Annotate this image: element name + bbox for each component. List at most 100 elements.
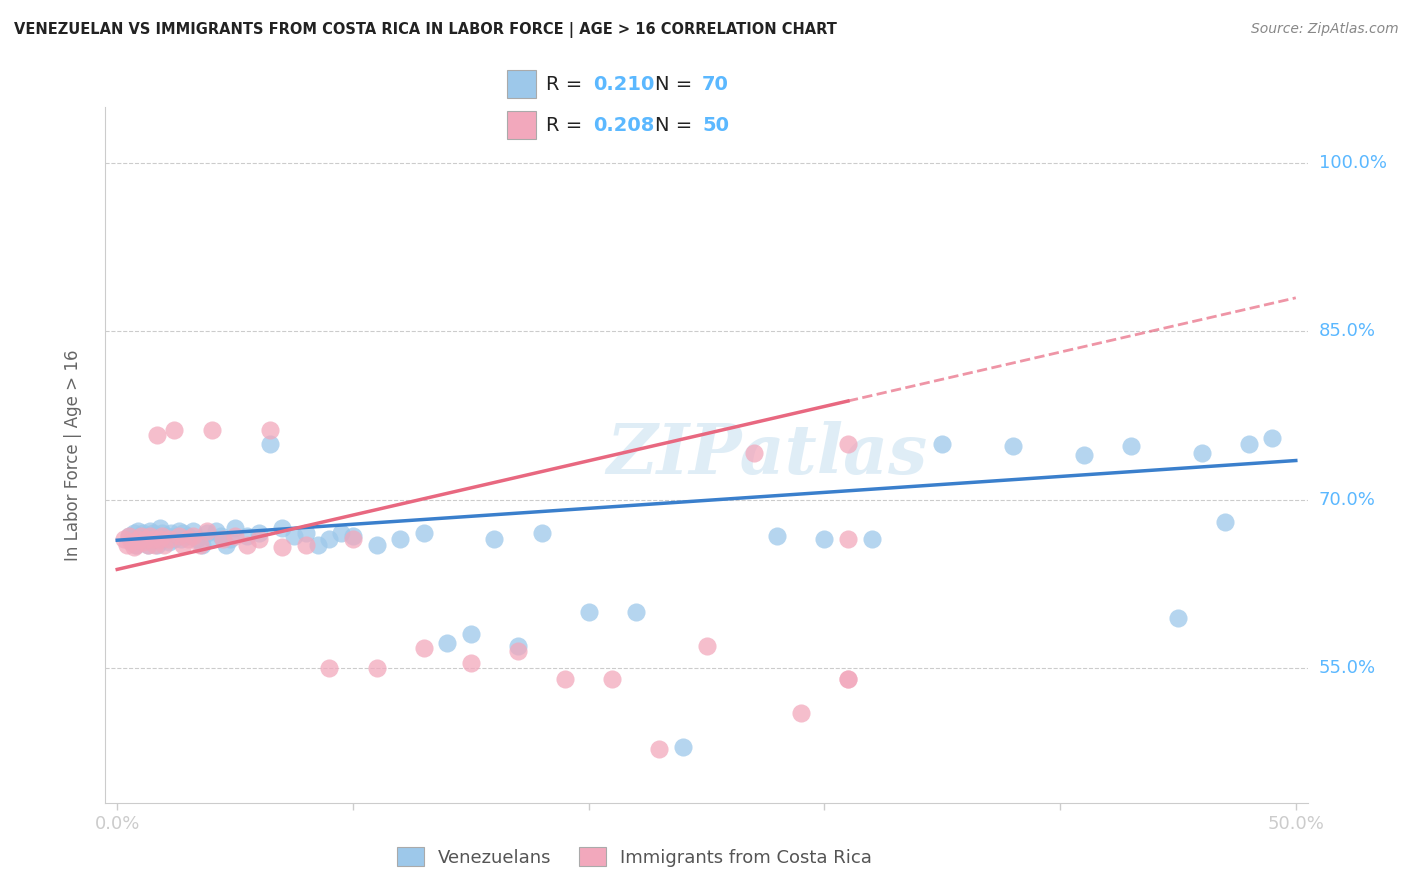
Point	[578, 605, 600, 619]
Point	[122, 540, 145, 554]
Point	[186, 532, 208, 546]
Point	[283, 529, 305, 543]
Point	[129, 529, 152, 543]
Point	[931, 436, 953, 450]
Point	[696, 639, 718, 653]
Point	[600, 673, 623, 687]
FancyBboxPatch shape	[508, 70, 536, 98]
Point	[153, 532, 176, 546]
Point	[167, 524, 190, 539]
Point	[1261, 431, 1284, 445]
Point	[156, 529, 179, 543]
Point	[624, 605, 647, 619]
Point	[295, 538, 318, 552]
Point	[672, 739, 695, 754]
Point	[136, 538, 159, 552]
Point	[247, 526, 270, 541]
Point	[132, 535, 155, 549]
Point	[181, 524, 204, 539]
Point	[170, 532, 193, 546]
Point	[271, 521, 294, 535]
Point	[142, 532, 165, 546]
Point	[200, 423, 222, 437]
Point	[146, 538, 169, 552]
Point	[195, 526, 218, 541]
Point	[530, 526, 553, 541]
Point	[163, 532, 186, 546]
Point	[160, 526, 183, 541]
Text: 85.0%: 85.0%	[1319, 323, 1375, 341]
Text: 50: 50	[702, 116, 730, 135]
Point	[112, 532, 135, 546]
Point	[177, 532, 200, 546]
Point	[150, 529, 173, 543]
Point	[436, 636, 458, 650]
Point	[142, 526, 165, 541]
Point	[195, 524, 218, 539]
Text: R =: R =	[546, 75, 589, 94]
Point	[177, 529, 200, 543]
Point	[366, 661, 388, 675]
Point	[146, 427, 169, 442]
Point	[554, 673, 576, 687]
Point	[135, 532, 156, 546]
Point	[127, 524, 149, 539]
Point	[115, 538, 138, 552]
Point	[224, 521, 246, 535]
Point	[139, 529, 162, 543]
Point	[342, 529, 364, 543]
Point	[122, 526, 145, 541]
FancyBboxPatch shape	[508, 112, 536, 139]
Point	[143, 538, 166, 552]
Point	[1191, 445, 1213, 459]
Point	[412, 640, 434, 655]
Point	[1073, 448, 1095, 462]
Point	[205, 524, 228, 539]
Point	[136, 538, 159, 552]
Point	[181, 529, 204, 543]
Point	[506, 644, 529, 658]
Point	[342, 532, 364, 546]
Point	[153, 538, 176, 552]
Point	[389, 532, 412, 546]
Point	[143, 529, 166, 543]
Point	[790, 706, 813, 720]
Point	[1213, 515, 1236, 529]
Point	[149, 532, 172, 546]
Point	[129, 532, 152, 546]
Point	[132, 526, 155, 541]
Text: R =: R =	[546, 116, 589, 135]
Point	[860, 532, 883, 546]
Point	[142, 532, 165, 546]
Point	[120, 535, 142, 549]
Point	[295, 526, 318, 541]
Point	[259, 436, 281, 450]
Text: N =: N =	[655, 116, 699, 135]
Point	[307, 538, 329, 552]
Point	[172, 538, 194, 552]
Point	[330, 526, 353, 541]
Point	[212, 532, 235, 546]
Point	[837, 532, 859, 546]
Text: 55.0%: 55.0%	[1319, 659, 1376, 677]
Point	[139, 524, 162, 539]
Point	[125, 538, 148, 552]
Point	[149, 521, 172, 535]
Point	[766, 529, 789, 543]
Y-axis label: In Labor Force | Age > 16: In Labor Force | Age > 16	[63, 349, 82, 561]
Point	[125, 538, 148, 552]
Text: 70: 70	[702, 75, 728, 94]
Point	[460, 627, 482, 641]
Point	[209, 529, 232, 543]
Text: 0.210: 0.210	[593, 75, 654, 94]
Point	[163, 423, 186, 437]
Point	[165, 529, 187, 543]
Point	[648, 742, 671, 756]
Point	[271, 540, 294, 554]
Point	[172, 526, 194, 541]
Point	[149, 532, 172, 546]
Point	[200, 532, 222, 546]
Point	[157, 532, 180, 546]
Point	[214, 538, 236, 552]
Text: 70.0%: 70.0%	[1319, 491, 1375, 508]
